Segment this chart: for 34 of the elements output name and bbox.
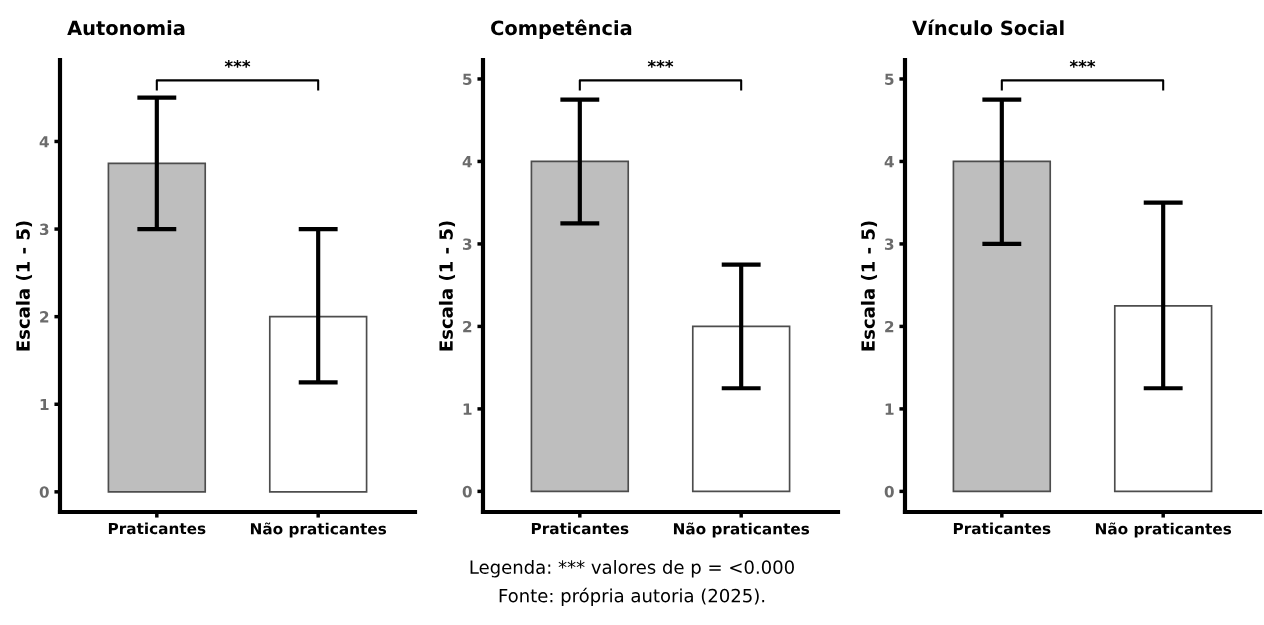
y-tick-label: 3 — [884, 238, 894, 250]
x-tick-label: Praticantes — [108, 522, 206, 535]
y-tick-label: 4 — [462, 156, 472, 168]
y-tick-label: 2 — [40, 311, 49, 323]
y-tick-label: 2 — [463, 320, 472, 333]
chart-title: Autonomia — [67, 20, 185, 36]
x-tick-label: Não praticantes — [1095, 522, 1232, 538]
annotation: *** — [224, 59, 251, 68]
x-tick-label: Praticantes — [953, 522, 1051, 535]
x-tick-label: Não praticantes — [250, 522, 387, 538]
chart-title: Competência — [491, 19, 632, 40]
y-tick-label: 4 — [39, 136, 49, 148]
y-axis-title: Escala (1 - 5) — [438, 221, 456, 351]
text: Legenda: *** valores de p = <0.000 — [470, 560, 794, 578]
y-tick-label: 3 — [39, 223, 49, 236]
y-tick-label: 5 — [885, 73, 894, 85]
y-tick-label: 2 — [885, 320, 894, 333]
x-tick-label: Praticantes — [531, 522, 629, 535]
y-tick-label: 3 — [462, 238, 472, 250]
y-tick-label: 4 — [884, 156, 894, 168]
annotation: *** — [647, 59, 674, 68]
y-tick-label: 1 — [463, 403, 472, 415]
y-tick-label: 0 — [462, 485, 472, 498]
y-tick-label: 1 — [885, 403, 894, 415]
y-tick-label: 1 — [40, 398, 49, 411]
source-note: Fonte: própria autoria (2025). — [499, 587, 765, 606]
y-axis-title: Escala (1 - 5) — [860, 221, 878, 351]
y-axis-title: Escala (1 - 5) — [15, 221, 33, 351]
annotation: *** — [1069, 59, 1096, 68]
chart-title: Vínculo Social — [912, 19, 1064, 36]
y-tick-label: 0 — [884, 485, 894, 498]
y-tick-label: 5 — [463, 73, 472, 85]
x-tick-label: Não praticantes — [673, 522, 810, 538]
y-tick-label: 0 — [39, 486, 49, 498]
